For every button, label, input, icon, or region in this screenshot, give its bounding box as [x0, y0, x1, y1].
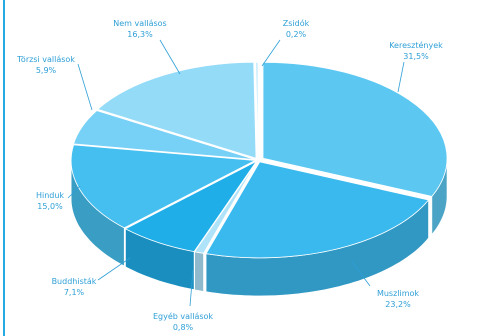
leader-line-hinduk [67, 185, 81, 199]
slice-torzsi-vallasok [73, 110, 256, 160]
slice-value-muszlimok: 23,2% [385, 300, 411, 309]
leader-line-nem-vallasos [159, 39, 181, 75]
slice-buddhistak [124, 160, 257, 253]
slice-label-keresztenyek: Keresztények [389, 40, 443, 50]
slice-value-torzsi-vallasok: 5,9% [36, 66, 57, 75]
leader-line-muszlimok [351, 261, 371, 287]
leader-line-keresztenyek [397, 61, 405, 93]
pie-tops [70, 61, 448, 259]
slice-nem-vallasos [96, 61, 257, 159]
pie-sides [70, 160, 448, 297]
leader-line-buddhistak [97, 257, 131, 281]
slice-label-muszlimok: Muszlimok [377, 289, 419, 298]
slice-keresztenyek [262, 61, 448, 197]
leader-line-zsidok [261, 39, 281, 67]
slice-value-egyeb-vallasok: 0,8% [173, 323, 194, 332]
slice-label-egyeb-vallasok: Egyéb vallások [153, 311, 213, 321]
slice-value-zsidok: 0,2% [286, 30, 307, 39]
slice-hinduk [70, 144, 257, 229]
slice-egyeb-vallasok [194, 161, 258, 254]
slice-side-egyeb-vallasok [194, 251, 204, 292]
leader-line-egyeb-vallasok [189, 269, 194, 307]
slice-label-hinduk: Hinduk [36, 191, 64, 200]
leader-line-torzsi-vallasok [77, 63, 93, 111]
slice-value-buddhistak: 7,1% [64, 288, 85, 297]
slice-value-nem-vallasos: 16,3% [127, 30, 153, 39]
pie-labels: Keresztények 31,5% Muszlimok 23,2% Egyéb val… [16, 18, 443, 332]
slice-zsidok [255, 61, 259, 159]
slice-value-hinduk: 15,0% [37, 202, 63, 211]
slice-label-nem-vallasos: Nem vallásos [113, 19, 166, 28]
slice-label-torzsi-vallasok: Törzsi vallások [16, 55, 75, 64]
slice-value-keresztenyek: 31,5% [403, 52, 429, 61]
slice-label-buddhistak: Buddhisták [52, 277, 97, 286]
slice-label-zsidok: Zsidók [283, 18, 310, 28]
slice-muszlimok [205, 161, 430, 259]
